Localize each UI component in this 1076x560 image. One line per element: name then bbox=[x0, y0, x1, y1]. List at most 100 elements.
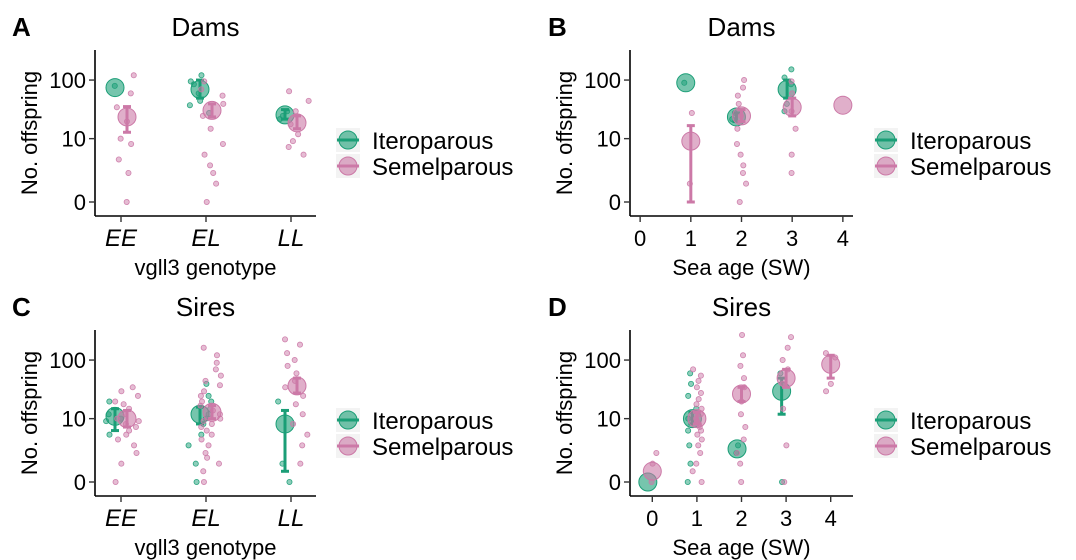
data-point bbox=[693, 384, 700, 391]
data-point bbox=[290, 420, 297, 427]
data-point bbox=[792, 125, 799, 132]
data-point bbox=[132, 424, 139, 431]
data-point bbox=[212, 366, 219, 373]
y-axis-title: No. offspring bbox=[17, 351, 42, 475]
data-point bbox=[740, 436, 747, 443]
mean-marker bbox=[642, 461, 662, 481]
data-point bbox=[115, 156, 122, 163]
data-point bbox=[202, 377, 209, 384]
series-semelparous bbox=[642, 331, 841, 485]
data-point bbox=[697, 372, 704, 379]
y-axis-title: No. offspring bbox=[552, 71, 577, 195]
x-tick-label: 2 bbox=[735, 226, 747, 251]
legend-label: Iteroparous bbox=[910, 128, 1031, 155]
data-point bbox=[207, 125, 214, 132]
data-point bbox=[117, 135, 124, 142]
data-point bbox=[282, 384, 289, 391]
legend-key-marker bbox=[338, 436, 358, 456]
data-point bbox=[205, 442, 212, 449]
series-semelparous bbox=[681, 77, 853, 205]
data-point bbox=[690, 366, 697, 373]
x-axis-title: vgll3 genotype bbox=[135, 255, 277, 280]
mean-marker bbox=[117, 107, 137, 127]
series-iteroparous bbox=[105, 72, 295, 125]
legend-key bbox=[336, 154, 360, 178]
data-point bbox=[788, 334, 795, 341]
data-point bbox=[737, 460, 744, 467]
data-point bbox=[684, 478, 691, 485]
data-point bbox=[289, 138, 296, 145]
data-point bbox=[686, 442, 693, 449]
mean-marker bbox=[687, 409, 707, 429]
data-point bbox=[788, 151, 795, 158]
mean-marker bbox=[833, 95, 853, 115]
data-point bbox=[200, 418, 207, 425]
data-point bbox=[185, 442, 192, 449]
data-point bbox=[693, 460, 700, 467]
series-semelparous bbox=[112, 336, 311, 485]
data-point bbox=[739, 331, 746, 338]
data-point bbox=[734, 449, 741, 456]
data-point bbox=[291, 357, 298, 364]
legend-key bbox=[336, 408, 360, 432]
legend-key-marker bbox=[338, 130, 358, 150]
data-point bbox=[740, 84, 747, 91]
data-point bbox=[742, 424, 749, 431]
legend-label: Iteroparous bbox=[372, 408, 493, 435]
legend-key bbox=[336, 128, 360, 152]
x-tick-label: 2 bbox=[735, 506, 747, 531]
data-point bbox=[698, 478, 705, 485]
mean-marker bbox=[105, 78, 125, 98]
data-point bbox=[738, 478, 745, 485]
mean-marker bbox=[676, 73, 696, 93]
data-point bbox=[737, 362, 744, 369]
legend-label: Iteroparous bbox=[910, 408, 1031, 435]
panel-title: Dams bbox=[708, 12, 776, 42]
data-point bbox=[698, 427, 705, 434]
legend-key-marker bbox=[876, 436, 896, 456]
data-point bbox=[193, 478, 200, 485]
series-semelparous bbox=[113, 72, 312, 205]
data-point bbox=[198, 431, 205, 438]
data-point bbox=[284, 362, 291, 369]
y-tick-label: 10 bbox=[597, 407, 621, 432]
data-point bbox=[275, 398, 282, 405]
data-point bbox=[197, 392, 204, 399]
y-tick-label: 10 bbox=[597, 127, 621, 152]
legend-key bbox=[874, 128, 898, 152]
data-point bbox=[219, 92, 226, 99]
legend-key bbox=[874, 408, 898, 432]
x-tick-label: 1 bbox=[685, 226, 697, 251]
data-point bbox=[292, 108, 299, 115]
data-point bbox=[118, 388, 125, 395]
data-point bbox=[198, 424, 205, 431]
data-point bbox=[695, 396, 702, 403]
data-point bbox=[197, 402, 204, 409]
x-tick-label: 3 bbox=[786, 226, 798, 251]
data-point bbox=[129, 384, 136, 391]
data-point bbox=[201, 151, 208, 158]
data-point bbox=[286, 478, 293, 485]
data-point bbox=[788, 66, 795, 73]
data-point bbox=[128, 140, 135, 147]
data-point bbox=[299, 411, 306, 418]
data-point bbox=[210, 169, 217, 176]
data-point bbox=[300, 392, 307, 399]
y-tick-label: 100 bbox=[584, 348, 621, 373]
y-tick-label: 0 bbox=[609, 470, 621, 495]
data-point bbox=[739, 169, 746, 176]
data-point bbox=[780, 405, 787, 412]
data-point bbox=[653, 449, 660, 456]
data-point bbox=[687, 370, 694, 377]
data-point bbox=[305, 97, 312, 104]
data-point bbox=[112, 478, 119, 485]
legend-key-marker bbox=[338, 410, 358, 430]
y-tick-label: 10 bbox=[62, 407, 86, 432]
data-point bbox=[131, 442, 138, 449]
data-point bbox=[784, 344, 791, 351]
data-point bbox=[220, 100, 227, 107]
data-point bbox=[734, 92, 741, 99]
